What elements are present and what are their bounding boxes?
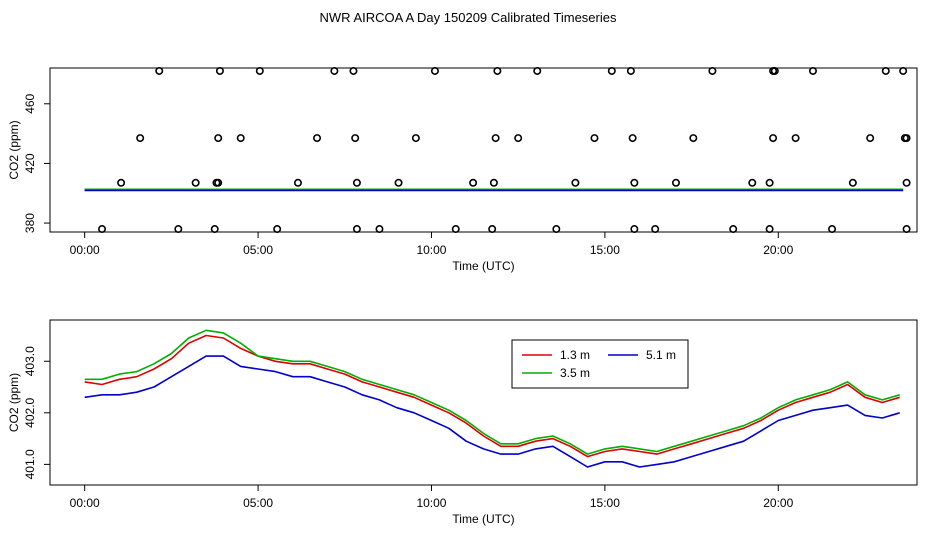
top-panel-calibrated-timeseries: 00:00 05:00 10:00 15:00 20:00 Time (UTC) 380 42… bbox=[7, 66, 918, 273]
data-point bbox=[808, 66, 817, 75]
data-point bbox=[430, 66, 439, 75]
data-point bbox=[514, 134, 523, 143]
x-tick-label: 10:00 bbox=[416, 496, 446, 510]
x-axis-label: Time (UTC) bbox=[452, 512, 514, 526]
data-point bbox=[214, 178, 223, 187]
data-point bbox=[748, 178, 757, 187]
x-tick-label: 15:00 bbox=[590, 243, 620, 257]
data-point bbox=[630, 225, 639, 234]
data-point bbox=[155, 66, 164, 75]
y-axis-label: CO2 (ppm) bbox=[7, 120, 21, 179]
data-point bbox=[489, 178, 498, 187]
x-tick-label: 20:00 bbox=[763, 243, 793, 257]
x-tick-label: 00:00 bbox=[70, 496, 100, 510]
data-point bbox=[313, 134, 322, 143]
data-point bbox=[98, 225, 107, 234]
data-point bbox=[136, 134, 145, 143]
y-tick-label: 402.0 bbox=[23, 397, 37, 427]
series-line-3-5m bbox=[84, 329, 900, 455]
data-point bbox=[671, 178, 680, 187]
data-point bbox=[469, 178, 478, 187]
legend-label: 3.5 m bbox=[560, 366, 590, 380]
data-point bbox=[770, 66, 779, 75]
data-point bbox=[375, 225, 384, 234]
data-point bbox=[352, 225, 361, 234]
x-tick-label: 15:00 bbox=[590, 496, 620, 510]
data-point bbox=[866, 134, 875, 143]
y-tick-label: 401.0 bbox=[23, 449, 37, 479]
data-point bbox=[899, 66, 908, 75]
data-point bbox=[689, 134, 698, 143]
series-line-5-1m bbox=[84, 355, 900, 468]
data-point bbox=[451, 225, 460, 234]
data-point bbox=[293, 178, 302, 187]
data-point bbox=[236, 134, 245, 143]
data-point bbox=[491, 134, 500, 143]
data-point bbox=[552, 225, 561, 234]
data-point bbox=[214, 134, 223, 143]
x-tick-label: 05:00 bbox=[243, 496, 273, 510]
data-point bbox=[273, 225, 282, 234]
data-point bbox=[729, 225, 738, 234]
data-point bbox=[630, 178, 639, 187]
data-point bbox=[117, 178, 126, 187]
y-axis-label: CO2 (ppm) bbox=[7, 373, 21, 432]
data-point bbox=[533, 66, 542, 75]
y-tick-label: 403.0 bbox=[23, 346, 37, 376]
data-point bbox=[651, 225, 660, 234]
data-point bbox=[708, 66, 717, 75]
data-point bbox=[765, 178, 774, 187]
data-point bbox=[902, 178, 911, 187]
y-tick-label: 460 bbox=[23, 93, 37, 113]
data-point bbox=[351, 134, 360, 143]
legend-label: 1.3 m bbox=[560, 348, 590, 362]
data-point bbox=[394, 178, 403, 187]
data-point bbox=[628, 134, 637, 143]
plot-frame bbox=[49, 67, 918, 233]
plot-frame bbox=[49, 319, 918, 486]
data-point bbox=[349, 66, 358, 75]
data-point bbox=[191, 178, 200, 187]
x-axis-label: Time (UTC) bbox=[452, 259, 514, 273]
x-tick-label: 05:00 bbox=[243, 243, 273, 257]
data-point bbox=[902, 225, 911, 234]
data-point bbox=[255, 66, 264, 75]
data-point bbox=[493, 66, 502, 75]
data-point bbox=[210, 225, 219, 234]
data-point bbox=[174, 225, 183, 234]
figure-title: NWR AIRCOA A Day 150209 Calibrated Times… bbox=[320, 10, 617, 25]
data-point bbox=[607, 66, 616, 75]
data-point bbox=[881, 66, 890, 75]
data-point bbox=[571, 178, 580, 187]
data-point bbox=[848, 178, 857, 187]
x-tick-label: 20:00 bbox=[763, 496, 793, 510]
data-point bbox=[330, 66, 339, 75]
series-line-1-3m bbox=[84, 334, 900, 458]
x-tick-label: 10:00 bbox=[416, 243, 446, 257]
data-point bbox=[215, 66, 224, 75]
legend-box bbox=[511, 339, 689, 389]
data-point bbox=[765, 225, 774, 234]
x-tick-label: 00:00 bbox=[70, 243, 100, 257]
data-point bbox=[828, 225, 837, 234]
data-point bbox=[626, 66, 635, 75]
data-point bbox=[791, 134, 800, 143]
legend-label: 5.1 m bbox=[646, 348, 676, 362]
bottom-panel-co2-levels: 00:00 05:00 10:00 15:00 20:00 Time (UTC) 401.0… bbox=[7, 319, 918, 526]
y-tick-label: 420 bbox=[23, 153, 37, 173]
data-point bbox=[590, 134, 599, 143]
data-point bbox=[769, 134, 778, 143]
data-point bbox=[352, 178, 361, 187]
data-point bbox=[488, 225, 497, 234]
data-point bbox=[411, 134, 420, 143]
y-tick-label: 380 bbox=[23, 213, 37, 233]
data-point bbox=[902, 134, 911, 143]
